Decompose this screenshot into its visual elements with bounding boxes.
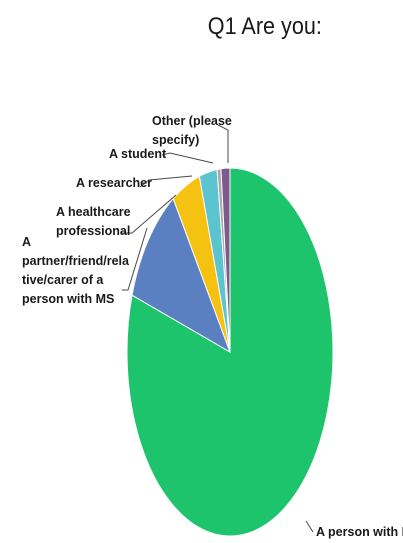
slice-label-line: A: [22, 235, 31, 249]
chart-title: Q1 Are you:: [207, 13, 322, 40]
slice-label-line: A person with MS: [316, 525, 403, 539]
slice-label-line: specify): [152, 133, 199, 147]
leader-line-3: [139, 175, 193, 188]
slice-label-line: A healthcare: [56, 205, 131, 219]
slice-label-line: A researcher: [76, 176, 152, 190]
slice-label-line: tive/carer of a: [22, 273, 104, 287]
slice-label-line: professional: [56, 224, 130, 238]
pie-slice-0: [126, 167, 334, 537]
leader-line-1: [122, 227, 148, 291]
slice-label-line: person with MS: [22, 292, 114, 306]
leader-line-2: [122, 194, 177, 234]
pie-slice-5: [220, 167, 231, 353]
slice-label-2: A healthcare professional: [56, 205, 131, 238]
slice-label-0: A person with MS: [316, 525, 403, 539]
slice-label-5: Other (please specify): [152, 114, 232, 147]
pie-slices: [126, 167, 334, 537]
pie-slice-1: [131, 197, 231, 354]
slice-label-line: Other (please: [152, 114, 232, 128]
slice-label-3: A researcher: [76, 176, 152, 190]
slice-label-4: A student: [109, 147, 167, 161]
slice-label-line: A student: [109, 147, 167, 161]
leader-line-5: [217, 124, 229, 163]
leader-line-4: [161, 152, 214, 164]
leader-line-0: [305, 520, 314, 533]
leader-lines: [122, 124, 314, 533]
slice-label-line: partner/friend/rela: [22, 254, 130, 268]
